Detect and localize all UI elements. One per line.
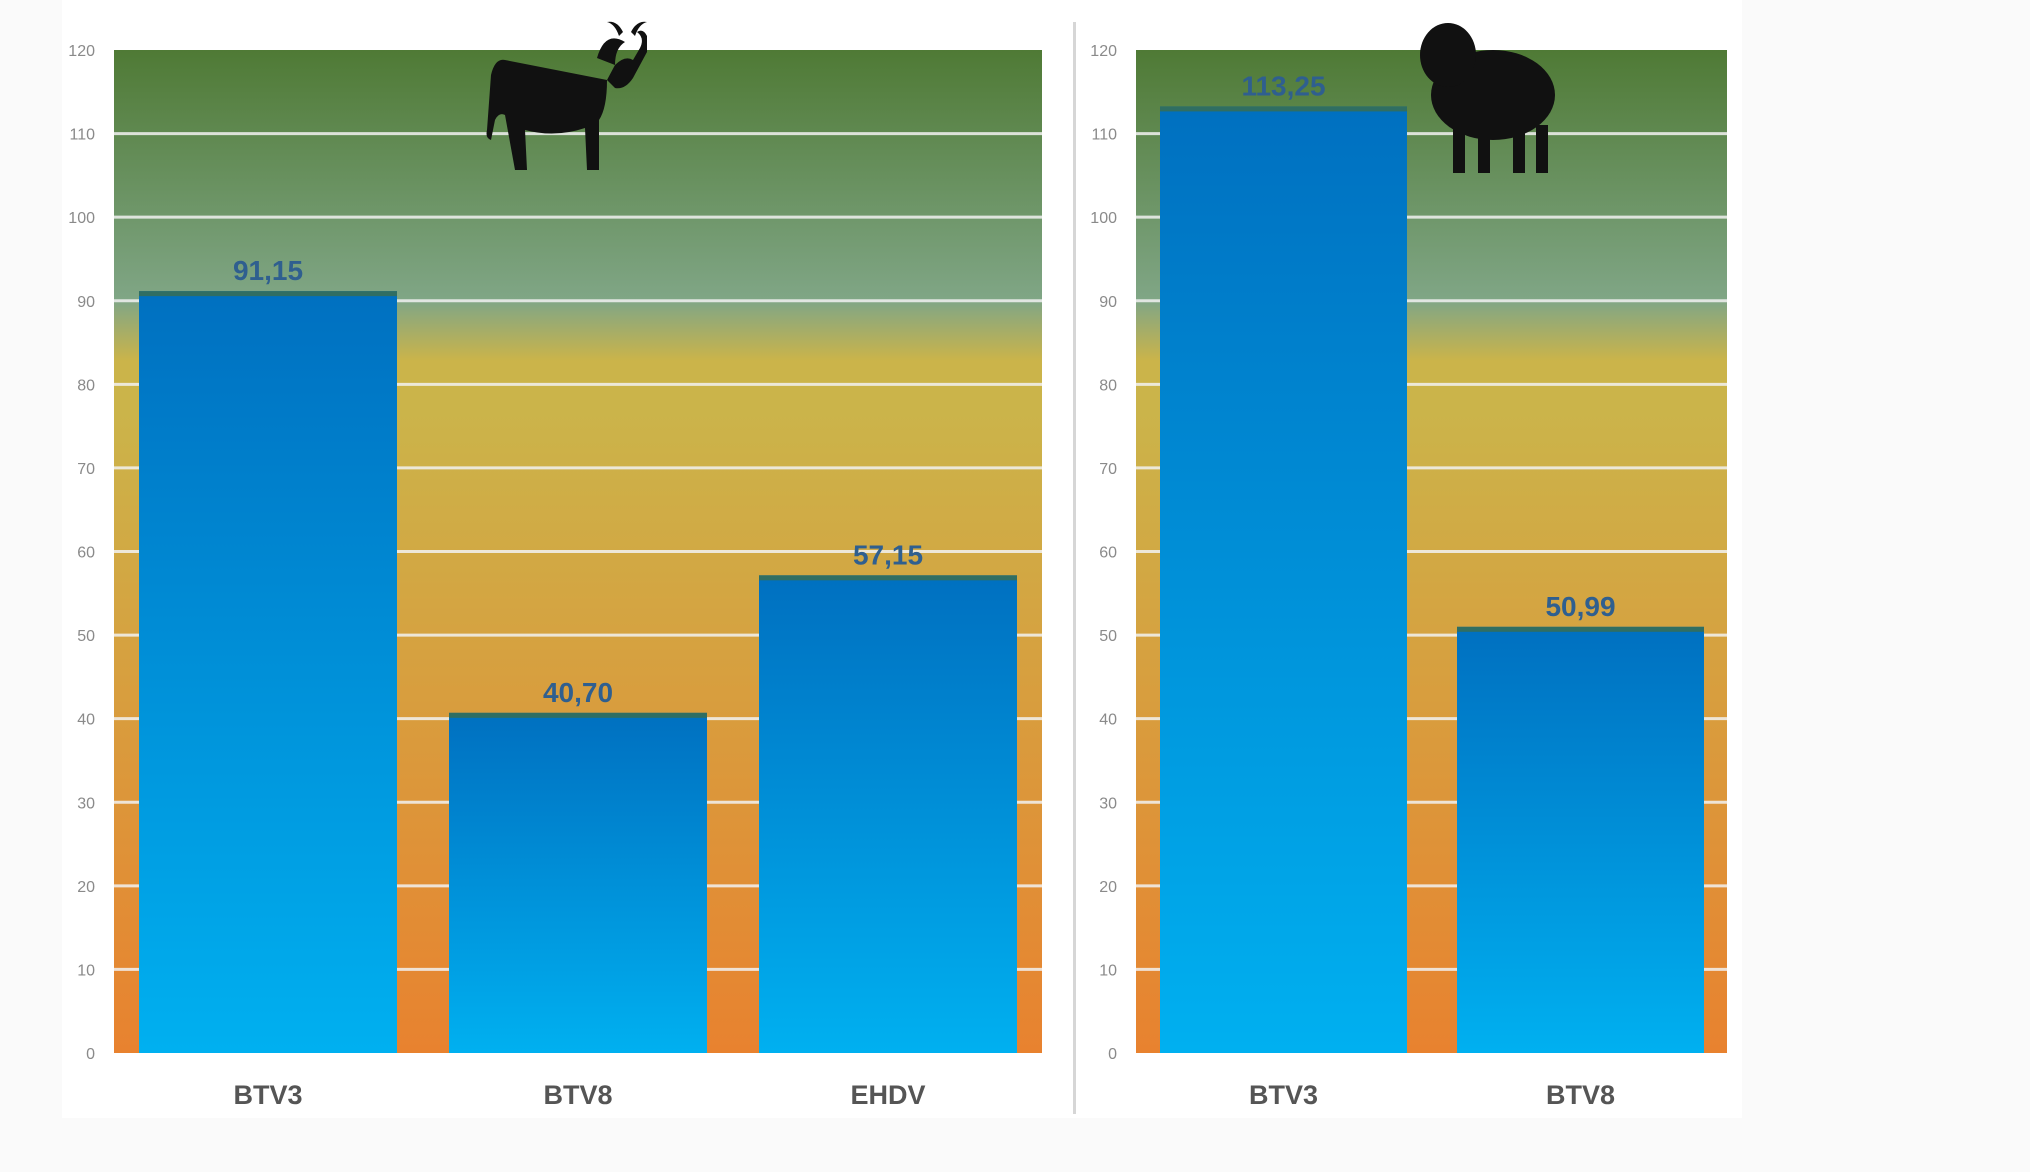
bar-top-edge xyxy=(759,575,1017,581)
y-tick-label: 20 xyxy=(77,879,95,896)
bar xyxy=(449,712,707,1053)
y-tick-label: 120 xyxy=(68,43,95,60)
y-tick-label: 100 xyxy=(68,210,95,227)
y-tick-label: 80 xyxy=(77,377,95,394)
bar-top-edge xyxy=(139,291,397,297)
x-tick-label: EHDV xyxy=(850,1080,925,1110)
data-label: 113,25 xyxy=(1241,70,1325,101)
data-label: 57,15 xyxy=(853,539,923,570)
x-tick-label: BTV8 xyxy=(543,1080,612,1110)
y-tick-label: 40 xyxy=(1099,712,1117,729)
sheep-icon-leg xyxy=(1536,125,1548,173)
y-tick-label: 50 xyxy=(77,628,95,645)
x-tick-label: BTV8 xyxy=(1546,1080,1615,1110)
y-tick-label: 10 xyxy=(1099,962,1117,979)
bar xyxy=(1457,626,1704,1053)
y-tick-label: 70 xyxy=(1099,461,1117,478)
sheep-icon-leg xyxy=(1478,128,1490,173)
y-tick-label: 110 xyxy=(1091,127,1117,144)
cow-icon-body xyxy=(486,30,647,170)
y-tick-label: 0 xyxy=(86,1046,95,1063)
y-tick-label: 80 xyxy=(1099,377,1117,394)
cow-icon xyxy=(486,21,647,170)
sheep-icon-leg xyxy=(1513,128,1525,173)
y-tick-label: 0 xyxy=(1108,1046,1117,1063)
panel-divider xyxy=(1073,22,1076,1114)
y-tick-label: 20 xyxy=(1099,879,1117,896)
data-label: 91,15 xyxy=(233,255,303,286)
y-tick-label: 30 xyxy=(77,795,95,812)
cow-icon-head xyxy=(597,38,625,65)
y-tick-label: 120 xyxy=(1090,43,1117,60)
bar-top-edge xyxy=(449,712,707,718)
y-tick-label: 40 xyxy=(77,712,95,729)
y-tick-label: 50 xyxy=(1099,628,1117,645)
bar xyxy=(139,291,397,1053)
x-tick-label: BTV3 xyxy=(233,1080,302,1110)
bar-top-edge xyxy=(1160,106,1407,112)
bar xyxy=(1160,106,1407,1053)
y-tick-label: 90 xyxy=(1099,294,1117,311)
data-label: 50,99 xyxy=(1545,591,1615,622)
y-tick-label: 10 xyxy=(77,962,95,979)
sheep-icon xyxy=(1420,23,1555,173)
chart-panel-2: 0 10 20 30 40 50 60 70 80 90 100 110 120 113,25 BTV3 50… xyxy=(1090,23,1727,1110)
y-tick-label: 60 xyxy=(1099,545,1117,562)
y-tick-label: 60 xyxy=(77,545,95,562)
y-tick-label: 100 xyxy=(1090,210,1117,227)
cow-icon-horns xyxy=(607,21,647,36)
bar-top-edge xyxy=(1457,626,1704,632)
sheep-icon-leg xyxy=(1453,125,1465,173)
y-tick-label: 70 xyxy=(77,461,95,478)
y-tick-label: 30 xyxy=(1099,795,1117,812)
bar xyxy=(759,575,1017,1053)
x-tick-label: BTV3 xyxy=(1249,1080,1318,1110)
y-tick-label: 110 xyxy=(69,127,95,144)
data-label: 40,70 xyxy=(543,677,613,708)
y-tick-label: 90 xyxy=(77,294,95,311)
sheep-icon-head xyxy=(1420,23,1476,87)
chart-panel-1: 0 10 20 30 40 50 60 70 80 90 100 110 120 91,15 BTV3 40,… xyxy=(68,21,1042,1110)
